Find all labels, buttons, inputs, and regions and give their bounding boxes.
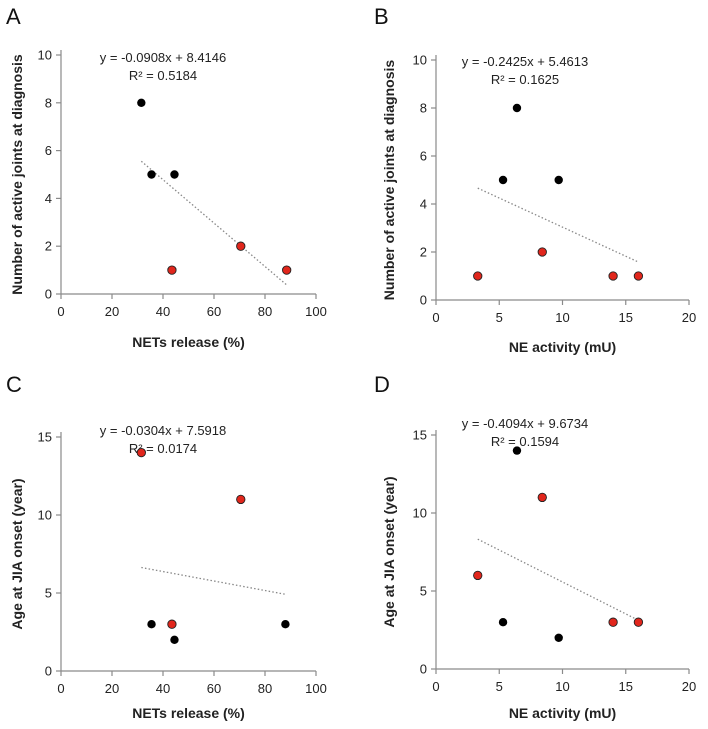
data-point-red — [608, 617, 618, 627]
y-tick-label: 8 — [45, 95, 52, 110]
data-point-red — [633, 271, 644, 281]
y-tick-label: 2 — [45, 239, 52, 254]
panel-c: C 0 5 10 15 0 20 40 60 80 100 NETs release (%) Age a… — [6, 372, 327, 721]
regression-equation: y = -0.0304x + 7.5918 — [100, 423, 226, 438]
data-point-red — [633, 617, 644, 627]
data-point-black — [170, 635, 179, 644]
y-tick-label: 15 — [413, 428, 427, 443]
trendline — [140, 160, 288, 286]
data-point-black — [170, 170, 179, 179]
data-point-black — [512, 446, 522, 455]
y-tick-label: 4 — [45, 191, 52, 206]
r-squared-label: R² = 0.5184 — [129, 68, 197, 83]
y-tick-label: 5 — [45, 586, 52, 601]
x-tick-label: 80 — [258, 304, 272, 319]
x-tick-label: 100 — [305, 304, 327, 319]
y-tick-label: 8 — [420, 101, 427, 116]
y-axis-title: Age at JIA onset (year) — [381, 476, 397, 627]
y-tick-label: 15 — [38, 430, 52, 445]
x-tick-label: 0 — [57, 304, 64, 319]
data-point-red — [236, 241, 246, 251]
y-tick-label: 10 — [413, 53, 427, 68]
x-tick-label: 100 — [305, 681, 327, 696]
data-point-red — [537, 492, 547, 503]
trendline — [477, 187, 639, 263]
trendline — [141, 566, 286, 595]
y-tick-label: 5 — [420, 584, 427, 599]
x-tick-label: 15 — [619, 310, 633, 325]
data-point-red — [167, 265, 177, 275]
x-tick-label: 0 — [432, 679, 439, 694]
y-axis-title: Number of active joints at diagnosis — [9, 54, 25, 295]
x-tick-label: 0 — [432, 310, 439, 325]
data-point-black — [147, 620, 156, 629]
panel-letter-d: D — [374, 372, 390, 397]
data-point-black — [498, 618, 508, 627]
y-tick-label: 0 — [420, 293, 427, 308]
data-point-red — [167, 619, 177, 629]
y-tick-label: 6 — [420, 149, 427, 164]
r-squared-label: R² = 0.1625 — [491, 72, 559, 87]
x-tick-label: 80 — [258, 681, 272, 696]
x-axis-title: NETs release (%) — [132, 334, 245, 350]
data-point-black — [554, 175, 563, 185]
y-tick-label: 6 — [45, 143, 52, 158]
y-axis-title: Number of active joints at diagnosis — [381, 60, 397, 301]
x-tick-label: 10 — [555, 310, 569, 325]
data-point-black — [281, 620, 290, 629]
y-tick-label: 0 — [420, 662, 427, 677]
x-tick-label: 60 — [207, 304, 221, 319]
data-point-red — [608, 271, 618, 281]
data-point-red — [537, 247, 547, 257]
data-point-black — [498, 175, 508, 185]
x-tick-label: 20 — [105, 681, 119, 696]
x-tick-label: 10 — [555, 679, 569, 694]
data-point-black — [147, 170, 156, 179]
data-point-red — [473, 570, 483, 581]
data-point-black — [554, 633, 563, 642]
x-axis-title: NE activity (mU) — [509, 339, 616, 355]
x-tick-label: 40 — [156, 681, 170, 696]
panel-b: B 0 2 4 6 8 10 0 5 10 15 20 NE activity (mU) Number o… — [374, 4, 696, 355]
x-tick-label: 0 — [57, 681, 64, 696]
y-tick-label: 10 — [38, 48, 52, 63]
data-point-red — [473, 271, 483, 281]
regression-equation: y = -0.4094x + 9.6734 — [462, 416, 588, 431]
panel-letter-b: B — [374, 4, 389, 29]
y-tick-label: 10 — [38, 508, 52, 523]
regression-equation: y = -0.2425x + 5.4613 — [462, 54, 588, 69]
data-point-red — [282, 265, 292, 275]
data-point-red — [136, 447, 146, 458]
x-axis-title: NE activity (mU) — [509, 705, 616, 721]
trendline — [477, 538, 639, 621]
x-tick-label: 15 — [619, 679, 633, 694]
data-point-black — [512, 103, 522, 113]
panel-letter-c: C — [6, 372, 22, 397]
x-tick-label: 5 — [496, 679, 503, 694]
y-tick-label: 4 — [420, 197, 427, 212]
x-tick-label: 5 — [496, 310, 503, 325]
x-tick-label: 60 — [207, 681, 221, 696]
x-axis-title: NETs release (%) — [132, 705, 245, 721]
x-tick-label: 20 — [682, 679, 696, 694]
y-tick-label: 10 — [413, 506, 427, 521]
x-tick-label: 20 — [682, 310, 696, 325]
y-axis-title: Age at JIA onset (year) — [9, 478, 25, 629]
r-squared-label: R² = 0.1594 — [491, 434, 559, 449]
x-tick-label: 20 — [105, 304, 119, 319]
regression-equation: y = -0.0908x + 8.4146 — [100, 50, 226, 65]
data-point-black — [137, 98, 146, 108]
y-tick-label: 0 — [45, 664, 52, 679]
y-tick-label: 0 — [45, 287, 52, 302]
data-point-red — [236, 494, 246, 505]
panel-letter-a: A — [6, 4, 21, 29]
x-tick-label: 40 — [156, 304, 170, 319]
panel-d: D 0 5 10 15 0 5 10 15 20 NE activity (mU) Age at JI… — [374, 372, 696, 721]
y-tick-label: 2 — [420, 245, 427, 260]
